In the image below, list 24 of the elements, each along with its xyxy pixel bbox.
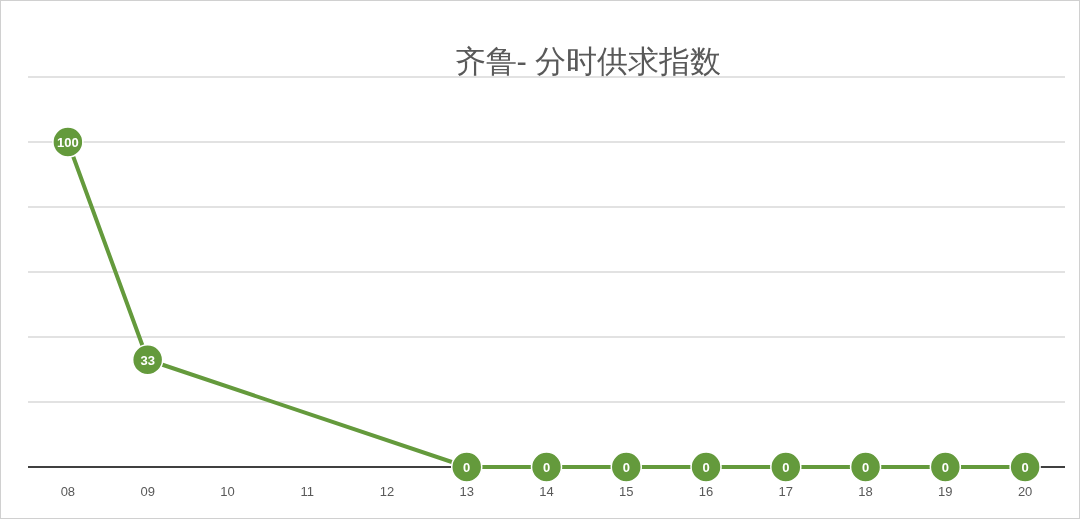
- x-tick-label: 09: [140, 484, 155, 499]
- data-label: 0: [702, 460, 710, 475]
- x-tick-label: 11: [300, 484, 314, 499]
- x-tick-label: 15: [619, 484, 634, 499]
- x-tick-label: 17: [778, 484, 794, 499]
- data-label: 0: [861, 460, 870, 475]
- data-label: 0: [463, 460, 471, 475]
- data-label: 0: [941, 460, 949, 475]
- x-tick-label: 10: [220, 484, 235, 499]
- data-label: 0: [782, 460, 790, 475]
- x-tick-label: 08: [60, 484, 76, 499]
- data-label: 33: [140, 352, 155, 368]
- x-tick-label: 19: [938, 484, 953, 499]
- data-label: 0: [542, 460, 551, 475]
- data-label: 0: [622, 460, 630, 475]
- x-tick-label: 18: [858, 484, 873, 499]
- data-label: 100: [57, 135, 79, 150]
- chart-title: 齐鲁- 分时供求指数: [454, 44, 722, 79]
- x-tick-label: 16: [698, 484, 714, 499]
- x-tick-label: 13: [459, 484, 474, 499]
- x-tick-label: 14: [539, 484, 554, 499]
- data-label: 0: [1021, 460, 1029, 475]
- x-tick-label: 20: [1017, 484, 1033, 499]
- x-tick-label: 12: [379, 484, 395, 499]
